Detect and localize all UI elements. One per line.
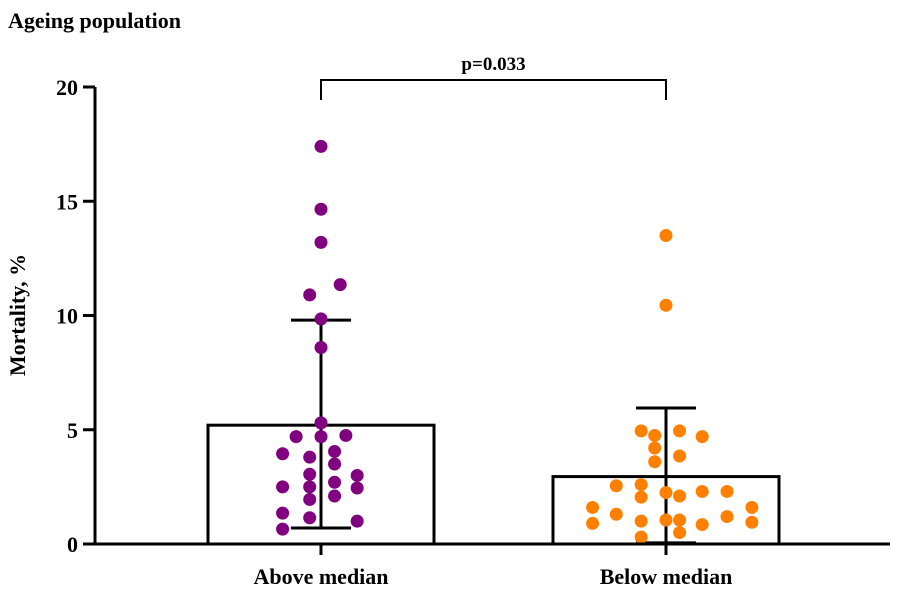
data-point-below-median <box>586 516 600 530</box>
significance-bracket <box>320 79 667 100</box>
data-point-below-median <box>673 449 687 463</box>
data-point-above-median <box>314 340 328 354</box>
data-point-below-median <box>634 530 648 544</box>
chart-title: Ageing population <box>8 8 181 33</box>
significance-label: p=0.033 <box>461 54 525 75</box>
data-point-below-median <box>695 430 709 444</box>
data-point-above-median <box>303 450 317 464</box>
y-tick-label: 10 <box>56 304 78 329</box>
data-point-above-median <box>328 475 342 489</box>
data-point-below-median <box>720 484 734 498</box>
data-point-above-median <box>314 202 328 216</box>
data-point-above-median <box>303 288 317 302</box>
data-point-above-median <box>339 428 353 442</box>
data-point-above-median <box>328 457 342 471</box>
data-point-below-median <box>609 479 623 493</box>
data-point-below-median <box>673 513 687 527</box>
data-point-below-median <box>586 500 600 514</box>
data-point-above-median <box>303 467 317 481</box>
points-layer <box>276 139 759 544</box>
data-point-above-median <box>328 444 342 458</box>
data-point-above-median <box>276 522 290 536</box>
data-point-below-median <box>695 518 709 532</box>
y-axis-label: Mortality, % <box>5 254 30 376</box>
data-point-below-median <box>634 478 648 492</box>
data-point-above-median <box>314 430 328 444</box>
y-tick-label: 15 <box>56 189 78 214</box>
data-point-below-median <box>673 424 687 438</box>
data-point-below-median <box>673 526 687 540</box>
annotation-layer: p=0.033 <box>320 54 667 100</box>
data-point-above-median <box>350 468 364 482</box>
data-point-above-median <box>289 430 303 444</box>
x-tick-label: Above median <box>253 564 388 589</box>
data-point-above-median <box>350 481 364 495</box>
data-point-above-median <box>328 489 342 503</box>
data-point-below-median <box>634 514 648 528</box>
data-point-below-median <box>648 455 662 469</box>
data-point-below-median <box>720 510 734 524</box>
data-point-below-median <box>648 441 662 455</box>
data-point-below-median <box>648 428 662 442</box>
data-point-below-median <box>659 229 673 243</box>
axes-layer: 0 5 10 15 20 Above median Below median <box>56 75 890 589</box>
data-point-above-median <box>314 416 328 430</box>
data-point-above-median <box>314 312 328 326</box>
data-point-above-median <box>276 480 290 494</box>
data-point-above-median <box>314 139 328 153</box>
x-tick-label: Below median <box>600 564 733 589</box>
data-point-below-median <box>695 484 709 498</box>
data-point-above-median <box>303 511 317 525</box>
y-tick-label: 0 <box>67 532 78 557</box>
data-point-below-median <box>634 424 648 438</box>
data-point-below-median <box>745 500 759 514</box>
data-point-above-median <box>276 506 290 520</box>
data-point-above-median <box>303 492 317 506</box>
data-point-below-median <box>659 513 673 527</box>
data-point-above-median <box>303 480 317 494</box>
data-point-above-median <box>314 235 328 249</box>
y-tick-label: 5 <box>67 418 78 443</box>
data-point-below-median <box>659 486 673 500</box>
data-point-below-median <box>659 298 673 312</box>
data-point-above-median <box>333 278 347 292</box>
y-tick-label: 20 <box>56 75 78 100</box>
data-point-below-median <box>673 489 687 503</box>
bars-layer <box>206 423 781 546</box>
data-point-below-median <box>609 507 623 521</box>
data-point-above-median <box>350 514 364 528</box>
data-point-above-median <box>276 447 290 461</box>
data-point-below-median <box>634 490 648 504</box>
data-point-below-median <box>745 515 759 529</box>
